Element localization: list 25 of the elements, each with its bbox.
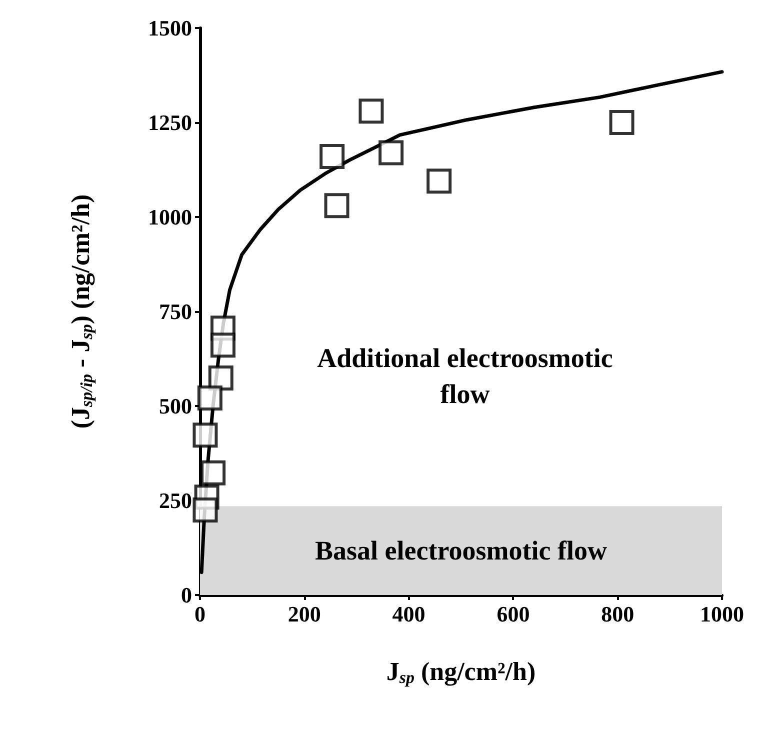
annotation: Additional electroosmotic flow [317, 343, 613, 409]
point [197, 386, 222, 411]
x-tick-label: 1000 [700, 602, 744, 626]
y-tick-label: 250 [159, 488, 192, 513]
point [200, 460, 226, 486]
point [192, 497, 218, 522]
point [192, 422, 218, 448]
y-tick-label: 1250 [148, 110, 192, 135]
x-tick-label: 400 [392, 602, 426, 626]
point [358, 98, 384, 124]
y-tick-label: 1000 [148, 204, 192, 230]
point [210, 332, 236, 358]
point [378, 140, 404, 166]
y-axis-title: (Jsp/ip - Jsp) (ng/cm²/h) [66, 194, 96, 429]
y-tick-label: 750 [159, 299, 192, 324]
point [208, 366, 234, 391]
y-tick-label: 0 [181, 582, 192, 608]
band-label: Basal electroosmotic flow [315, 536, 608, 566]
y-tick-label: 1500 [148, 16, 192, 40]
point [324, 193, 350, 218]
x-tick-label: 800 [601, 602, 634, 626]
x-tick-label: 200 [288, 602, 321, 626]
y-tick-label: 500 [159, 394, 192, 418]
x-tick-label: 600 [496, 602, 530, 626]
point [426, 168, 452, 194]
